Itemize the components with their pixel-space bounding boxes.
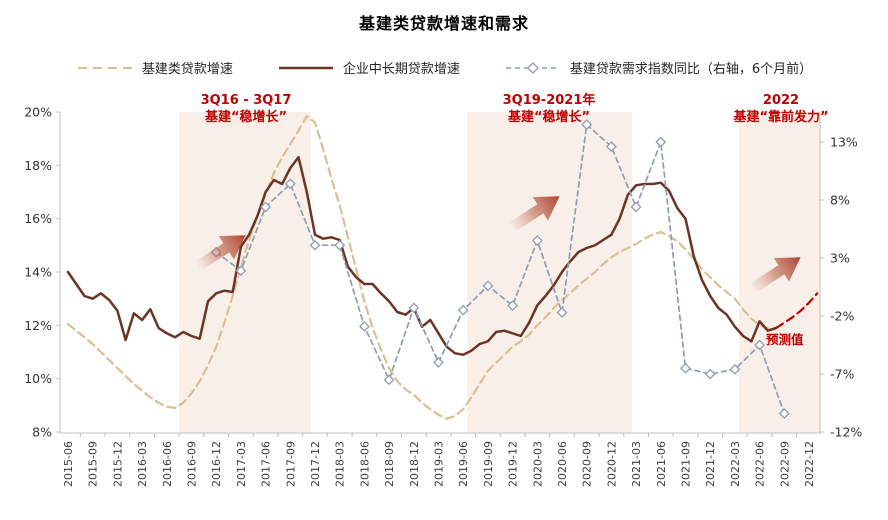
svg-text:2015-12: 2015-12	[111, 441, 124, 487]
legend-swatch-dashed-line-icon	[77, 66, 132, 69]
svg-text:2021-09: 2021-09	[679, 441, 692, 487]
svg-text:2020-03: 2020-03	[531, 441, 544, 487]
svg-text:2018-06: 2018-06	[358, 441, 371, 487]
legend-swatch-solid-line-icon	[278, 66, 333, 69]
svg-text:2016-03: 2016-03	[136, 441, 149, 487]
legend-label: 企业中长期贷款增速	[342, 62, 460, 77]
annotation-line: 2022	[762, 93, 800, 108]
svg-text:2018-09: 2018-09	[383, 441, 396, 487]
legend-item-corporate-loan: 企业中长期贷款增速	[277, 58, 460, 77]
annotation-band1: 3Q16 - 3Q17 基建“稳增长”	[146, 92, 346, 126]
forecast-label: 预测值	[766, 332, 804, 347]
svg-text:16%: 16%	[24, 211, 52, 226]
annotation-band2: 3Q19-2021年 基建“稳增长”	[449, 92, 649, 126]
svg-text:-12%: -12%	[830, 425, 862, 440]
svg-text:2017-09: 2017-09	[284, 441, 297, 487]
svg-text:2020-12: 2020-12	[605, 441, 618, 487]
svg-text:14%: 14%	[24, 265, 52, 280]
svg-text:3%: 3%	[830, 251, 850, 266]
svg-text:2016-09: 2016-09	[185, 441, 198, 487]
svg-text:2022-03: 2022-03	[729, 441, 742, 487]
svg-text:2021-03: 2021-03	[630, 441, 643, 487]
svg-text:2019-06: 2019-06	[457, 441, 470, 487]
svg-text:2016-12: 2016-12	[210, 441, 223, 487]
svg-text:2022-12: 2022-12	[803, 441, 816, 487]
svg-text:2016-06: 2016-06	[161, 441, 174, 487]
legend-item-demand-index: 基建贷款需求指数同比（右轴，6个月前）	[504, 58, 812, 77]
svg-text:2015-06: 2015-06	[62, 441, 75, 487]
svg-text:10%: 10%	[24, 371, 52, 386]
svg-text:13%: 13%	[830, 135, 858, 150]
svg-text:-2%: -2%	[830, 309, 854, 324]
annotation-line: 3Q16 - 3Q17	[200, 93, 292, 108]
svg-text:2017-12: 2017-12	[309, 441, 322, 487]
annotation-line: 基建“靠前发力”	[733, 110, 829, 125]
svg-text:2022-09: 2022-09	[778, 441, 791, 487]
legend-label: 基建类贷款增速	[141, 62, 233, 77]
svg-text:2019-09: 2019-09	[482, 441, 495, 487]
annotation-band3: 2022 基建“靠前发力”	[691, 92, 871, 126]
svg-text:12%: 12%	[24, 318, 52, 333]
svg-text:18%: 18%	[24, 158, 52, 173]
svg-text:8%: 8%	[32, 425, 52, 440]
svg-text:2020-09: 2020-09	[581, 441, 594, 487]
svg-text:2019-03: 2019-03	[432, 441, 445, 487]
annotation-line: 3Q19-2021年	[502, 93, 596, 108]
svg-text:2021-12: 2021-12	[704, 441, 717, 487]
svg-text:-7%: -7%	[830, 367, 854, 382]
legend: 基建类贷款增速 企业中长期贷款增速 基建贷款需求指数同比（右轴，6个月前）	[0, 58, 888, 77]
svg-text:2018-03: 2018-03	[334, 441, 347, 487]
svg-text:2015-09: 2015-09	[87, 441, 100, 487]
chart-title: 基建类贷款增速和需求	[358, 14, 529, 33]
annotation-line: 基建“稳增长”	[507, 110, 591, 125]
svg-text:2022-06: 2022-06	[754, 441, 767, 487]
svg-text:2017-06: 2017-06	[260, 441, 273, 487]
legend-item-infra-loan: 基建类贷款增速	[76, 58, 233, 77]
annotation-line: 基建“稳增长”	[204, 110, 288, 125]
legend-swatch-diamond-line-icon	[505, 61, 560, 74]
svg-text:2021-06: 2021-06	[655, 441, 668, 487]
svg-text:8%: 8%	[830, 193, 850, 208]
legend-label: 基建贷款需求指数同比（右轴，6个月前）	[569, 62, 813, 77]
svg-text:20%: 20%	[24, 105, 52, 120]
svg-text:2018-12: 2018-12	[408, 441, 421, 487]
svg-text:2019-12: 2019-12	[507, 441, 520, 487]
svg-text:2017-03: 2017-03	[235, 441, 248, 487]
svg-text:2020-06: 2020-06	[556, 441, 569, 487]
